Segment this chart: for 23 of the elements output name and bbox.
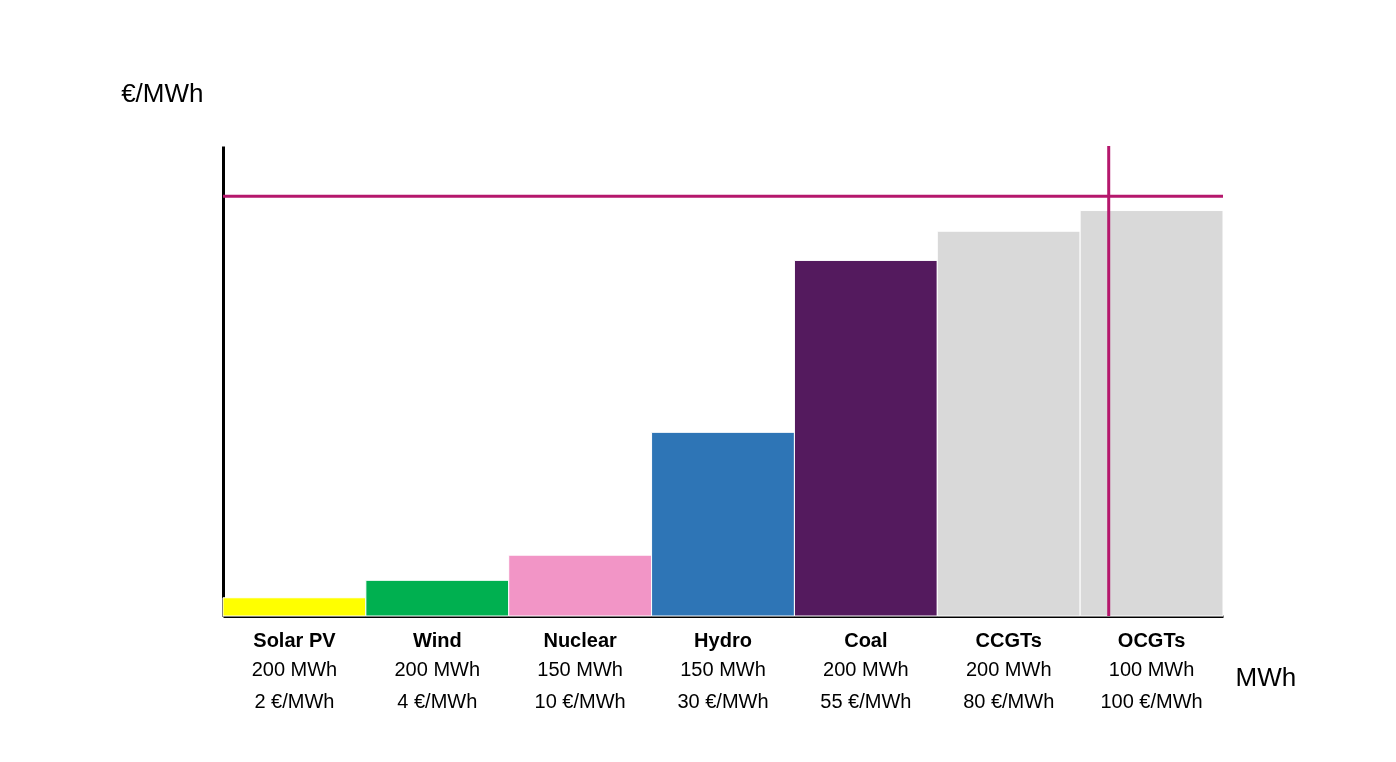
x-axis-title: MWh	[1235, 661, 1297, 692]
text: 80 €/MWh	[963, 690, 1055, 712]
x-tick-label: Nuclear	[543, 628, 618, 651]
text: 200 MWh	[965, 658, 1052, 680]
x-tick-label: OCGTs	[1117, 628, 1186, 651]
text: 10 €/MWh	[534, 690, 626, 712]
text: 200 MWh	[251, 658, 338, 680]
text: 100 €/MWh	[1100, 690, 1203, 712]
y-axis-title: €/MWh	[121, 77, 204, 108]
text: 200 MWh	[394, 658, 481, 680]
text: 55 €/MWh	[820, 690, 912, 712]
text: 100 MWh	[1108, 658, 1195, 680]
x-tick-label: Solar PV	[253, 628, 337, 651]
x-tick-label: Wind	[412, 628, 462, 651]
text: 2 €/MWh	[254, 690, 335, 712]
x-tick-label: Hydro	[694, 628, 752, 651]
text: 200 MWh	[823, 658, 909, 680]
text: 30 €/MWh	[677, 690, 769, 712]
text: 150 MWh	[537, 658, 623, 680]
text: 150 MWh	[680, 658, 766, 680]
x-tick-label: CCGTs	[975, 628, 1042, 651]
x-tick-label: Coal	[844, 628, 888, 651]
text: 4 €/MWh	[397, 690, 478, 712]
